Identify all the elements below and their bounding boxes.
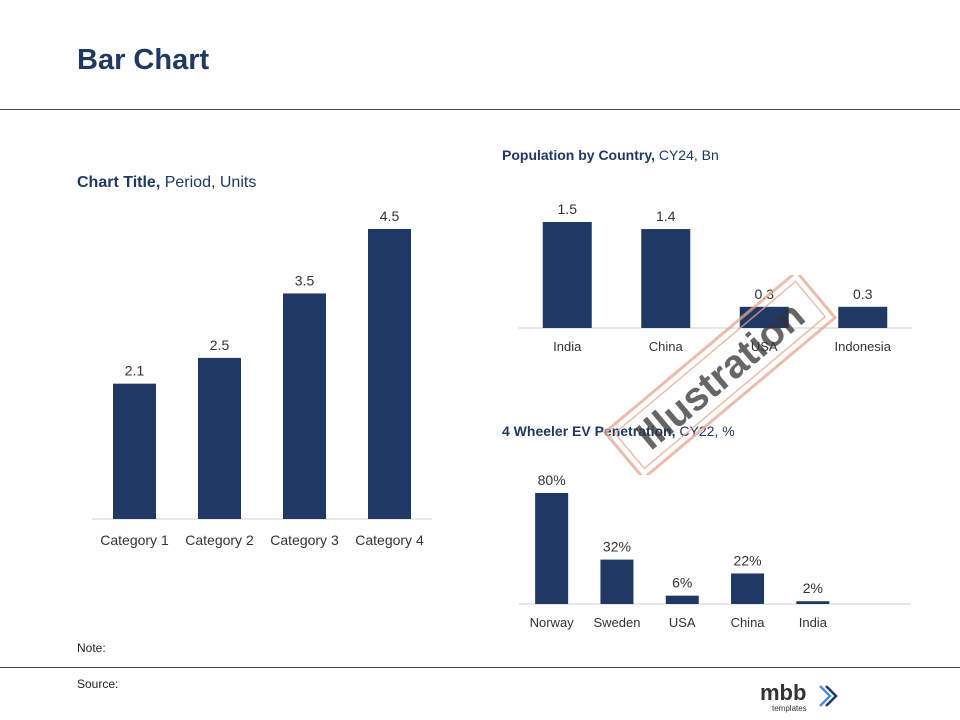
chart-1-value-label: 4.5	[380, 208, 400, 224]
chart-3-bar	[731, 573, 765, 604]
chart-2-title-bold: Population by Country,	[502, 147, 655, 163]
chart-2-bar	[739, 306, 789, 328]
chart-3-category-label: USA	[669, 615, 696, 630]
chart-2-value-label: 0.3	[853, 286, 873, 302]
chart-2-bar	[542, 222, 592, 328]
mbb-logo: mbb templates	[760, 680, 838, 713]
chart-1-title: Chart Title, Period, Units	[77, 174, 256, 192]
chart-3-value-label: 80%	[538, 472, 566, 488]
chart-1-value-label: 2.5	[210, 337, 230, 353]
header-divider	[0, 109, 960, 110]
chart-2-category-label: Indonesia	[835, 339, 892, 354]
chart-3-category-label: China	[731, 615, 766, 630]
chart-2-value-label: 1.5	[558, 201, 578, 217]
chart-2-title: Population by Country, CY24, Bn	[502, 147, 719, 163]
chart-1-bar	[368, 229, 411, 519]
footer-divider	[0, 667, 960, 668]
chart-3-value-label: 6%	[672, 575, 692, 591]
chart-1-title-bold: Chart Title,	[77, 174, 161, 191]
chart-3-value-label: 32%	[603, 539, 631, 555]
chart-2-category-label: China	[649, 339, 684, 354]
chart-1-value-label: 3.5	[295, 272, 315, 288]
chart-2-bar	[641, 229, 691, 328]
chart-3-bar	[796, 601, 830, 604]
chart-2-category-label: India	[553, 339, 582, 354]
note-label: Note:	[77, 641, 106, 655]
chart-3-category-label: India	[799, 615, 828, 630]
chart-1-bar	[283, 293, 326, 519]
page-title: Bar Chart	[77, 44, 210, 76]
chart-2-bar	[838, 306, 888, 328]
chart-3-value-label: 2%	[803, 580, 823, 596]
chart-3-value-label: 22%	[734, 552, 762, 568]
chart-3-bar	[535, 493, 569, 604]
chart-3-category-label: Norway	[530, 615, 575, 630]
chart-1-bar	[198, 357, 241, 519]
chart-2-title-rest: CY24, Bn	[654, 147, 719, 163]
chart-3-category-label: Sweden	[593, 615, 640, 630]
chart-2-category-label: USA	[751, 339, 778, 354]
chart-2-value-label: 0.3	[755, 286, 775, 302]
svg-text:mbb: mbb	[760, 680, 806, 705]
chart-1-category-label: Category 1	[100, 532, 169, 548]
chart-1-category-label: Category 3	[270, 532, 339, 548]
chart-3-bar	[665, 595, 699, 604]
chart-1-category-label: Category 4	[355, 532, 424, 548]
chart-3-bar	[600, 559, 634, 604]
svg-text:templates: templates	[772, 704, 807, 713]
chart-1-bar	[113, 383, 156, 519]
source-label: Source:	[77, 677, 119, 691]
chart-2-value-label: 1.4	[656, 208, 676, 224]
chart-1-title-rest: Period, Units	[160, 174, 257, 191]
chart-1-category-label: Category 2	[185, 532, 254, 548]
chart-1-value-label: 2.1	[125, 363, 145, 379]
